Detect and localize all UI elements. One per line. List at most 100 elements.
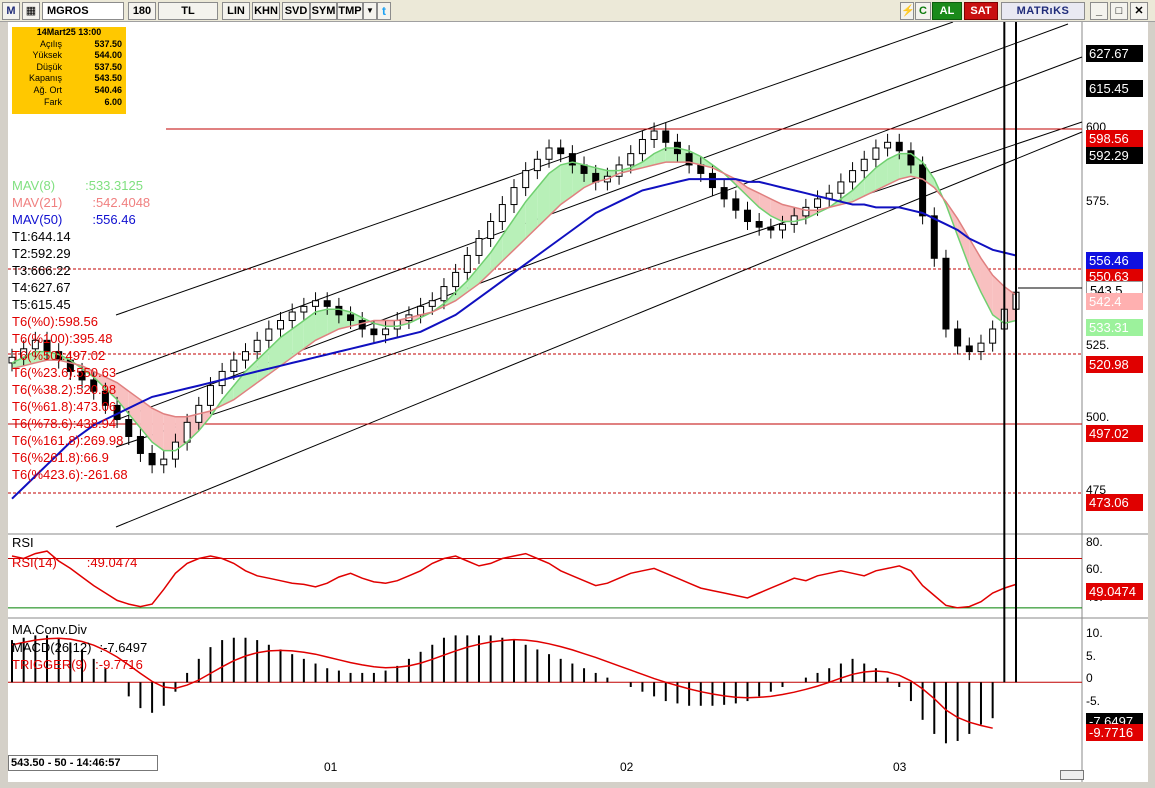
indicator-name: T6(%78.6):438.94 — [12, 416, 117, 431]
price-axis-label: 575. — [1086, 194, 1110, 208]
indicator-legend-item: T6(%38.2):520.98 — [12, 381, 150, 398]
ma-band-fill — [875, 159, 888, 191]
candle-body — [90, 379, 98, 392]
candle-body — [837, 181, 845, 194]
indicator-name: T6(%161.8):269.98 — [12, 433, 124, 448]
lin-button[interactable]: LIN — [222, 2, 250, 20]
candle-body — [8, 356, 16, 364]
minimize-icon[interactable]: _ — [1090, 2, 1108, 20]
candle-body — [790, 215, 798, 225]
price-tag-fib236: 550.63 — [1086, 268, 1143, 285]
app-icon[interactable]: M — [2, 2, 20, 20]
twitter-icon[interactable]: t — [377, 2, 391, 20]
period-button[interactable]: 180 — [128, 2, 156, 20]
horizontal-scrollbar[interactable] — [1060, 770, 1084, 780]
candle-body — [510, 187, 518, 206]
c-button[interactable]: C — [915, 2, 931, 20]
ma-band-fill — [852, 179, 865, 202]
indicator-legend-item: T6(%50):497.02 — [12, 347, 150, 364]
price-axis-label: 500. — [1086, 410, 1110, 424]
candle-body — [78, 370, 86, 381]
ma-band-fill — [887, 153, 900, 185]
candle-body — [895, 141, 903, 152]
sell-button[interactable]: SAT — [964, 2, 998, 20]
x-axis-label: 03 — [893, 760, 907, 774]
status-readout: 543.50 - 50 - 14:46:57 — [8, 755, 158, 771]
mav8-line — [11, 147, 1017, 452]
ohlc-value: 543.50 — [94, 73, 122, 84]
price-tag-fib618: 473.06 — [1086, 494, 1143, 511]
ma-band-fill — [303, 312, 316, 349]
candle-body — [522, 170, 530, 189]
indicator-legend-item: T6(%0):598.56 — [12, 313, 150, 330]
alert-icon[interactable]: ⚡ — [900, 2, 915, 20]
ma-band-fill — [280, 329, 293, 366]
ma-band-fill — [292, 320, 304, 358]
indicator-legend-item: MAV(8):533.3125 — [12, 177, 150, 194]
candle-body — [989, 328, 997, 344]
ma-band-fill — [315, 309, 328, 341]
candle-body — [779, 223, 787, 231]
indicator-name: T2:592.29 — [12, 246, 71, 261]
rsi-value: :49.0474 — [86, 555, 138, 570]
grid-icon[interactable]: ▦ — [22, 2, 40, 20]
trigger-name: TRIGGER(9) — [12, 657, 88, 672]
ma-band-fill — [525, 187, 538, 239]
ma-band-fill — [163, 413, 176, 451]
macd-axis-label: 5. — [1086, 649, 1097, 663]
tmp-button[interactable]: TMP — [337, 2, 363, 20]
indicator-name: T5:615.45 — [12, 297, 71, 312]
ohlc-label: Ağ. Ort — [33, 84, 62, 95]
chart-toolbar: M ▦ MGROS 180 TL LIN KHN SVD SYM TMP ▼ t… — [0, 0, 1155, 22]
candle-body — [662, 130, 670, 143]
svd-button[interactable]: SVD — [282, 2, 310, 20]
macd-axis-label: 0 — [1086, 671, 1093, 685]
symbol-input[interactable]: MGROS — [42, 2, 124, 20]
dropdown-chevron-icon[interactable]: ▼ — [363, 2, 377, 20]
chart-area[interactable] — [8, 22, 1148, 782]
mav50-line — [11, 178, 1017, 500]
candle-body — [860, 158, 868, 172]
ohlc-label: Düşük — [36, 61, 62, 72]
ohlc-row: Açılış 537.50 — [12, 39, 126, 51]
ma-band-fill — [502, 218, 514, 262]
ma-band-fill — [23, 351, 36, 366]
macd-axis-label: 10. — [1086, 626, 1103, 640]
macd-axis-label: -5. — [1086, 694, 1101, 708]
candle-body — [428, 300, 436, 307]
trigger-label: TRIGGER(9):-9.7716 — [12, 657, 143, 672]
ma-band-fill — [560, 162, 573, 205]
candle-body — [498, 204, 506, 223]
candle-body — [743, 209, 751, 223]
candle-body — [277, 320, 285, 330]
ma-band-fill — [735, 179, 748, 197]
indicator-value: :533.3125 — [85, 178, 143, 193]
sym-button[interactable]: SYM — [310, 2, 337, 20]
ohlc-row: Düşük 537.50 — [12, 62, 126, 74]
candle-body — [907, 150, 915, 166]
currency-button[interactable]: TL — [158, 2, 218, 20]
candle-body — [288, 311, 296, 322]
buy-button[interactable]: AL — [932, 2, 962, 20]
candle-body — [393, 320, 401, 330]
indicator-name: T3:666.22 — [12, 263, 71, 278]
indicator-legend-item: T2:592.29 — [12, 245, 150, 262]
candle-body — [954, 328, 962, 347]
khn-button[interactable]: KHN — [252, 2, 280, 20]
candle-body — [347, 314, 355, 322]
indicator-legend-item: T6(%23.6):550.63 — [12, 364, 150, 381]
ohlc-row: Ağ. Ort 540.46 — [12, 85, 126, 97]
candle-body — [697, 164, 705, 174]
indicator-name: T6(%38.2):520.98 — [12, 382, 117, 397]
indicator-legend-item: T3:666.22 — [12, 262, 150, 279]
price-tag-fib50: 497.02 — [1086, 425, 1143, 442]
close-icon[interactable]: ✕ — [1130, 2, 1148, 20]
macd-name: MACD(26,12) — [12, 640, 92, 655]
ohlc-value: 544.00 — [94, 50, 122, 61]
price-axis-label: 525. — [1086, 338, 1110, 352]
candle-body — [545, 147, 553, 160]
indicator-legend-item: T6(%61.8):473.06 — [12, 398, 150, 415]
candle-body — [732, 198, 740, 211]
maximize-icon[interactable]: □ — [1110, 2, 1128, 20]
rsi-value-tag: 49.0474 — [1086, 583, 1143, 600]
